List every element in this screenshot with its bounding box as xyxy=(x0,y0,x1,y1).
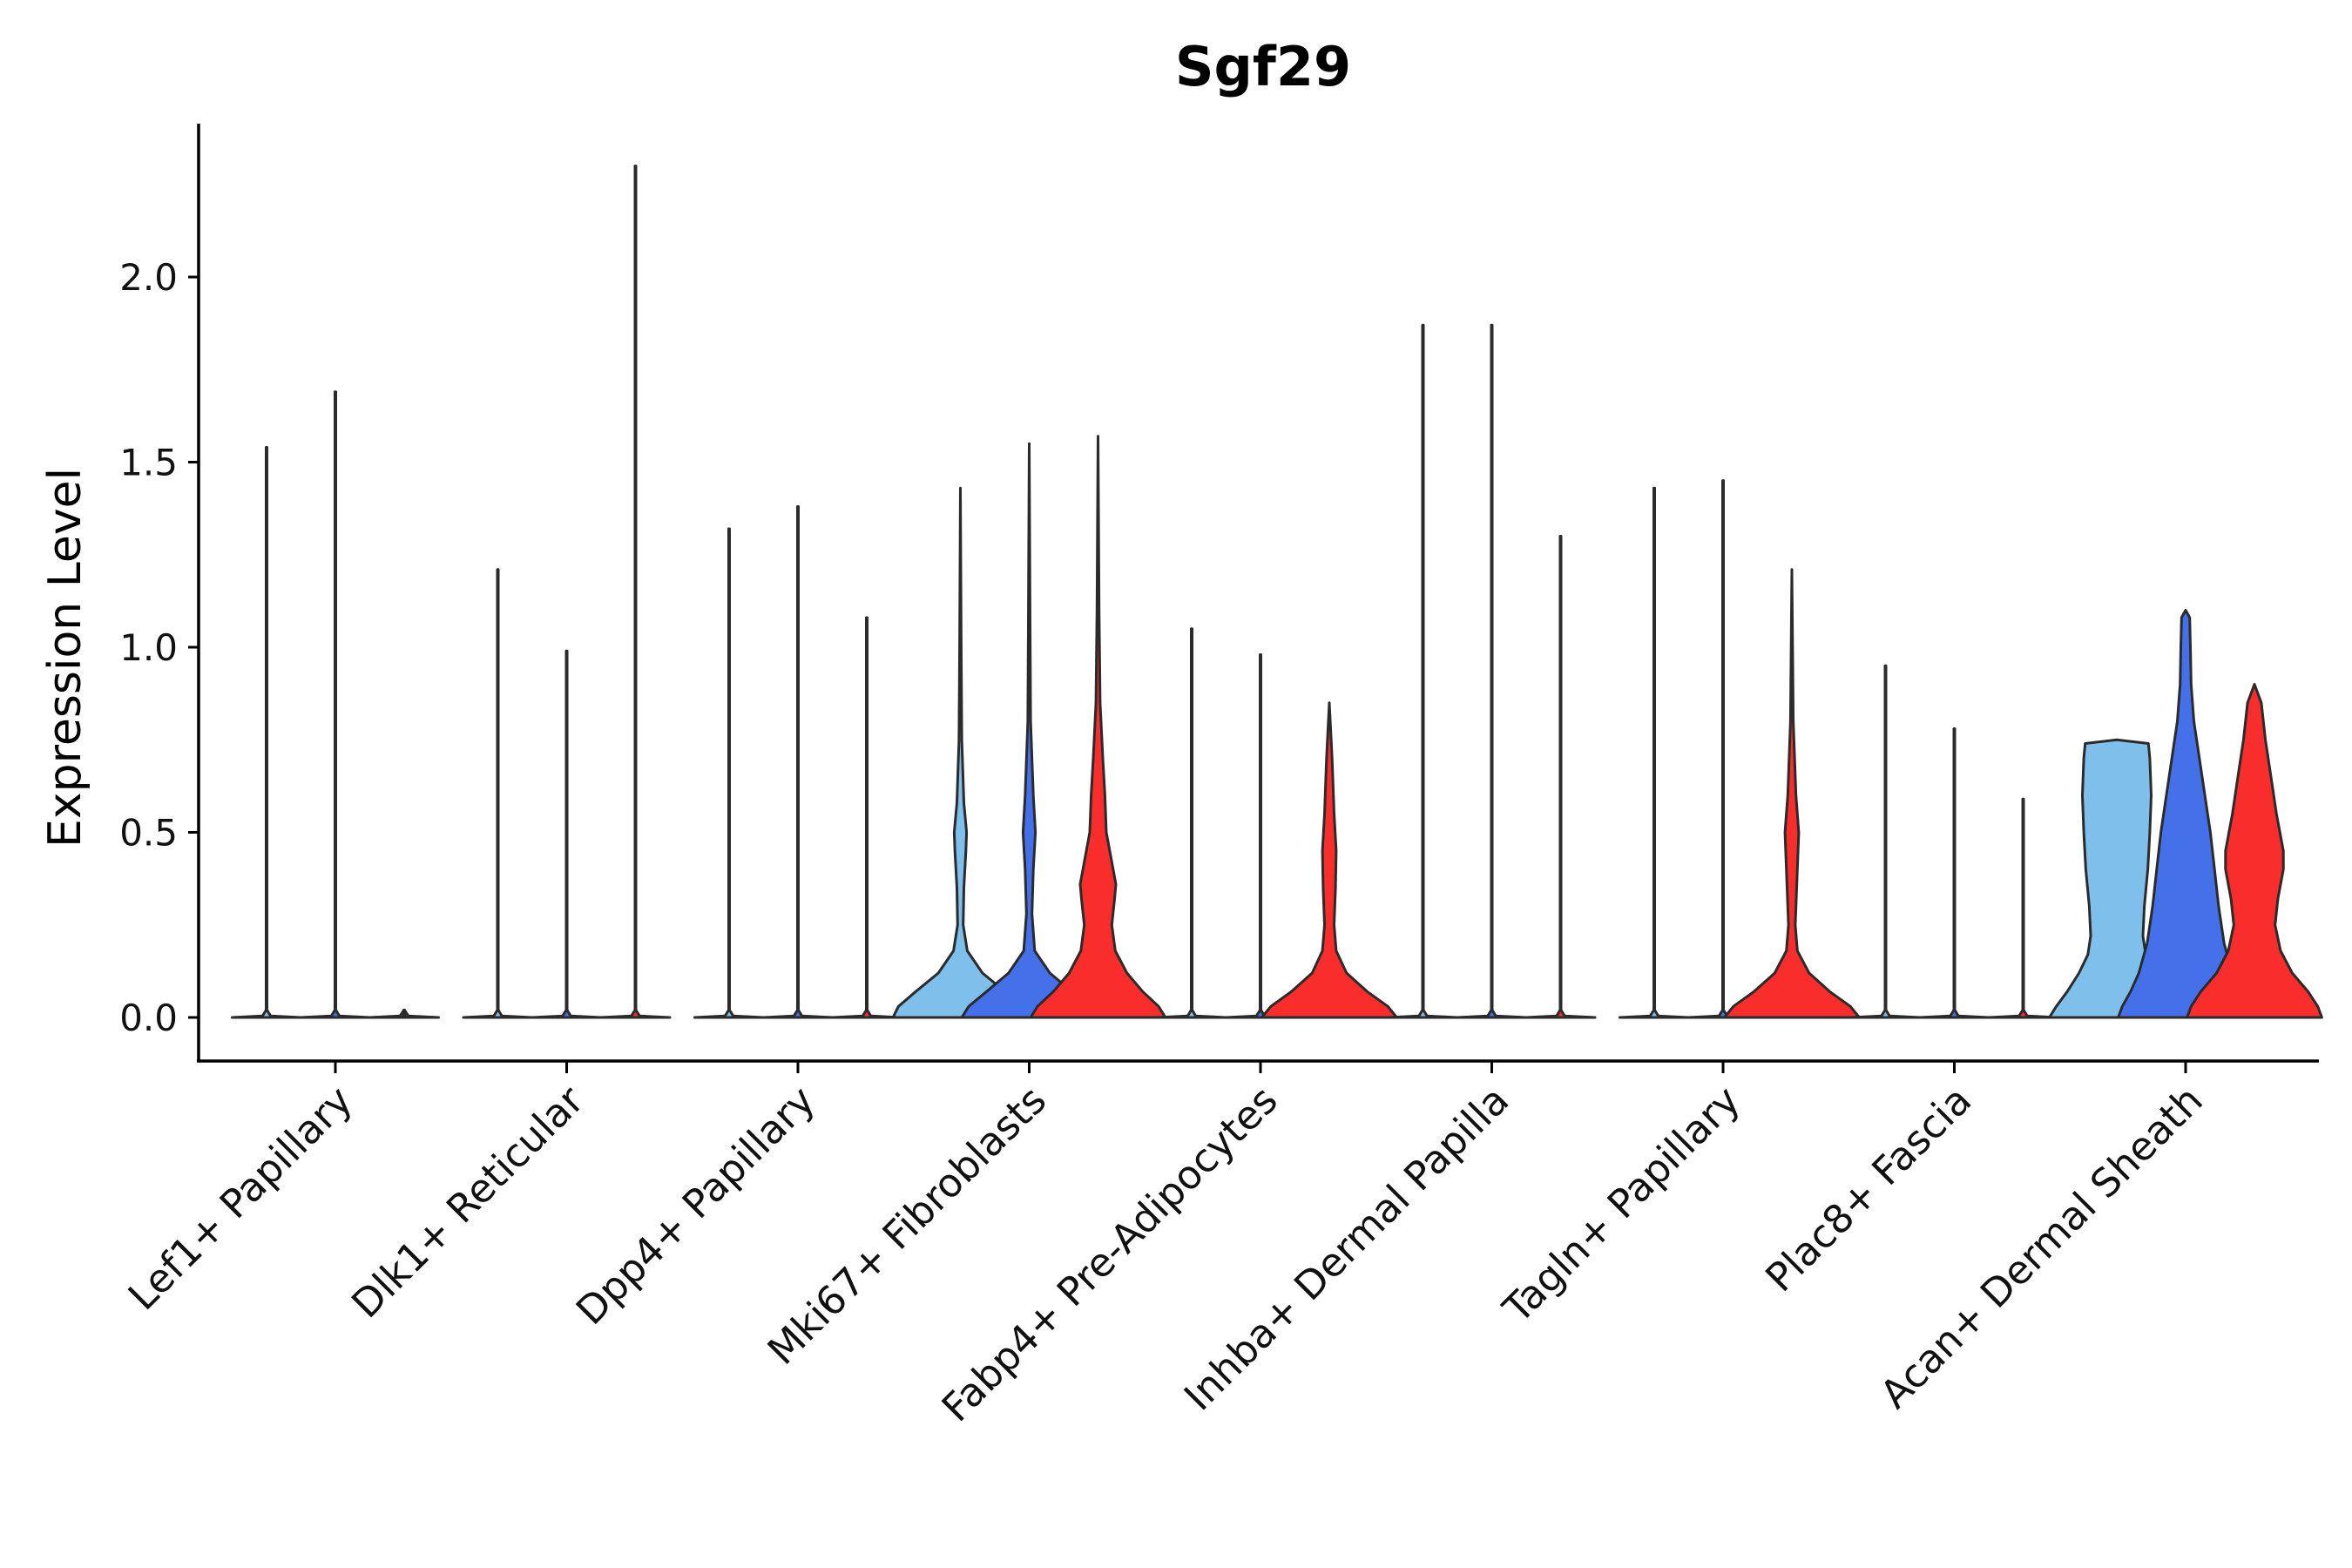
x-tick-label: Dlk1+ Reticular xyxy=(342,1077,592,1327)
violin-mark xyxy=(1225,653,1296,1019)
violin-mark xyxy=(960,442,1098,1019)
chart-title: Sgf29 xyxy=(1175,35,1351,98)
violin-mark xyxy=(1156,627,1227,1019)
violin-mark xyxy=(1029,435,1167,1019)
x-tick-label: Dpp4+ Papillary xyxy=(567,1077,824,1334)
violin-mark xyxy=(599,165,672,1019)
violin-mark xyxy=(531,649,603,1019)
y-tick-label: 0.0 xyxy=(119,997,178,1039)
violin-mark xyxy=(1849,664,1922,1019)
violin-mark xyxy=(1918,727,1990,1019)
y-axis-label: Expression Level xyxy=(39,468,91,848)
y-tick-label: 2.0 xyxy=(119,256,178,299)
violin-mark xyxy=(231,446,302,1019)
violin-mark xyxy=(1456,323,1528,1019)
violin-mark xyxy=(2186,683,2323,1019)
violin-mark xyxy=(693,527,765,1019)
violins-layer xyxy=(231,165,2323,1019)
violin-mark xyxy=(762,505,834,1019)
x-tick-label: Lef1+ Papillary xyxy=(119,1077,362,1319)
violin-mark xyxy=(1387,323,1459,1019)
x-tick-label: Tagln+ Papillary xyxy=(1494,1077,1749,1332)
violin-mark xyxy=(2117,609,2254,1019)
y-tick-label: 0.5 xyxy=(119,812,178,855)
y-tick-label: 1.5 xyxy=(119,442,178,484)
violin-mark xyxy=(1987,797,2059,1019)
violin-mark xyxy=(1619,486,1690,1019)
violin-mark xyxy=(1687,479,1759,1019)
x-tick-label: Plac8+ Fascia xyxy=(1756,1077,1980,1301)
violin-mark xyxy=(891,486,1030,1019)
violin-mark xyxy=(1260,701,1398,1019)
violin-mark xyxy=(1723,568,1861,1019)
violin-mark xyxy=(831,616,902,1019)
violin-mark xyxy=(368,1009,440,1019)
y-ticks: 0.0 0.5 1.0 1.5 2.0 xyxy=(119,256,199,1039)
axes-layer xyxy=(197,124,2319,1063)
y-tick-label: 1.0 xyxy=(119,626,178,669)
violin-mark xyxy=(1524,535,1597,1019)
violin-mark xyxy=(300,390,371,1019)
violin-mark xyxy=(462,568,534,1019)
